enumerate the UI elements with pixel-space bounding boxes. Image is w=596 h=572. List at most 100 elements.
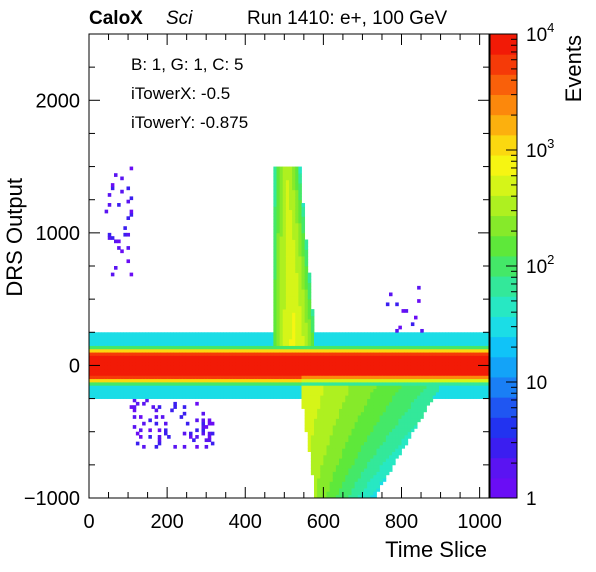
heatmap-cell <box>282 166 287 171</box>
heatmap-cell <box>232 368 237 373</box>
heatmap-cell <box>454 348 459 353</box>
heatmap-cell <box>282 372 287 376</box>
heatmap-cell <box>214 345 218 350</box>
heatmap-cell <box>332 398 337 403</box>
heatmap-cell <box>267 345 271 350</box>
heatmap-cell <box>260 382 265 386</box>
heatmap-cell <box>398 451 402 456</box>
heatmap-cell <box>139 378 143 383</box>
heatmap-cell <box>92 395 96 399</box>
heatmap-cell <box>226 372 231 376</box>
heatmap-cell <box>145 385 149 390</box>
heatmap-cell <box>389 454 393 459</box>
heatmap-cell <box>173 365 177 370</box>
heatmap-cell <box>282 315 287 320</box>
heatmap-cell <box>376 358 381 363</box>
heatmap-cell <box>301 236 306 240</box>
heatmap-cell <box>364 474 368 479</box>
heatmap-cell <box>432 395 437 399</box>
heatmap-cell <box>164 375 168 380</box>
heatmap-cell <box>342 428 346 433</box>
heatmap-cell <box>117 246 121 250</box>
heatmap-cell <box>354 358 359 363</box>
heatmap-cell <box>398 441 402 446</box>
heatmap-cell <box>417 405 421 409</box>
heatmap-cell <box>248 362 252 366</box>
heatmap-cell <box>104 355 109 360</box>
heatmap-cell <box>276 345 281 350</box>
heatmap-cell <box>254 391 259 396</box>
heatmap-cell <box>385 348 390 353</box>
heatmap-cell <box>120 365 124 370</box>
heatmap-cell <box>214 352 218 356</box>
heatmap-cell <box>292 395 296 399</box>
heatmap-cell <box>298 275 302 280</box>
heatmap-cell <box>479 372 484 376</box>
heatmap-cell <box>367 395 371 399</box>
heatmap-cell <box>357 478 362 482</box>
heatmap-cell <box>276 222 281 227</box>
heatmap-cell <box>282 275 287 280</box>
heatmap-cell <box>289 193 293 197</box>
heatmap-cell <box>267 335 271 340</box>
heatmap-cell <box>339 491 343 496</box>
heatmap-cell <box>201 342 206 346</box>
heatmap-cell <box>89 391 93 396</box>
heatmap-cell <box>385 454 390 459</box>
heatmap-cell <box>382 441 387 446</box>
heatmap-cell <box>339 345 343 350</box>
heatmap-cell <box>98 352 102 356</box>
heatmap-cell <box>276 196 281 201</box>
heatmap-cell <box>170 335 174 340</box>
heatmap-cell <box>379 385 384 390</box>
heatmap-cell <box>307 385 312 390</box>
heatmap-cell <box>439 365 443 370</box>
heatmap-cell <box>479 338 484 343</box>
heatmap-cell <box>223 348 227 353</box>
heatmap-cell <box>301 259 306 264</box>
heatmap-cell <box>382 444 387 449</box>
heatmap-cell <box>201 338 206 343</box>
heatmap-cell <box>267 395 271 399</box>
heatmap-cell <box>195 338 199 343</box>
heatmap-cell <box>248 382 252 386</box>
heatmap-cell <box>335 395 340 399</box>
heatmap-cell <box>89 352 93 356</box>
heatmap-cell <box>145 388 149 393</box>
heatmap-cell <box>360 348 365 353</box>
heatmap-cell <box>179 352 184 356</box>
heatmap-cell <box>173 391 177 396</box>
heatmap-cell <box>426 378 431 383</box>
heatmap-cell <box>251 375 256 380</box>
heatmap-cell <box>420 335 424 340</box>
heatmap-cell <box>292 295 296 300</box>
heatmap-cell <box>351 385 356 390</box>
heatmap-cell <box>398 421 402 426</box>
color-scale-segment <box>490 195 517 217</box>
heatmap-cell <box>464 358 468 363</box>
heatmap-cell <box>239 365 243 370</box>
heatmap-cell <box>448 375 452 380</box>
heatmap-cell <box>301 355 306 360</box>
heatmap-cell <box>117 352 121 356</box>
heatmap-cell <box>482 345 487 350</box>
heatmap-cell <box>448 332 452 336</box>
heatmap-cell <box>95 388 99 393</box>
heatmap-cell <box>273 292 277 297</box>
heatmap-cell <box>351 355 356 360</box>
heatmap-cell <box>92 385 96 390</box>
heatmap-cell <box>295 183 299 187</box>
heatmap-cell <box>332 372 337 376</box>
heatmap-cell <box>323 415 327 419</box>
heatmap-cell <box>242 342 246 346</box>
heatmap-cell <box>289 252 293 257</box>
heatmap-cell <box>348 332 352 336</box>
heatmap-cell <box>404 408 409 413</box>
heatmap-cell <box>92 375 96 380</box>
heatmap-cell <box>179 378 184 383</box>
heatmap-cell <box>257 332 262 336</box>
heatmap-cell <box>92 332 96 336</box>
heatmap-cell <box>214 348 218 353</box>
heatmap-cell <box>417 382 421 386</box>
heatmap-cell <box>301 305 306 310</box>
